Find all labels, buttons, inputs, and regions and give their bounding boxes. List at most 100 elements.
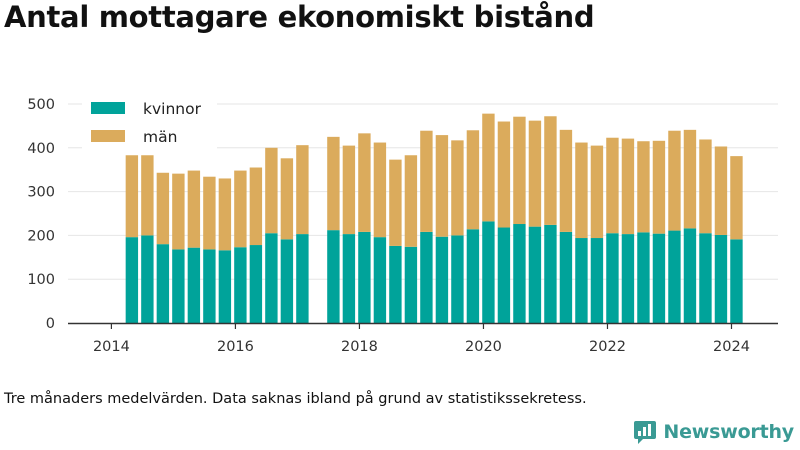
bar-man (606, 137, 619, 234)
bar-kvinnor (497, 227, 511, 323)
bar-kvinnor (621, 234, 635, 323)
bar-kvinnor (156, 244, 170, 323)
y-tick-label: 500 (27, 97, 55, 113)
bar-man (699, 139, 712, 234)
bar-man (637, 141, 650, 233)
bar-kvinnor (187, 247, 201, 323)
bar-man (265, 147, 278, 234)
y-tick-label: 300 (27, 185, 55, 201)
bar-kvinnor (699, 233, 712, 323)
bar-man (296, 145, 309, 235)
bar-man (575, 142, 588, 239)
bar-kvinnor (125, 237, 139, 323)
axes: 0 100 200 300 400 500 2014 2016 2018 2020 2022 2024 (27, 97, 778, 355)
x-tick-label: 2024 (713, 339, 750, 355)
bar-kvinnor (234, 247, 247, 323)
bar-man (125, 155, 139, 238)
brand-name: Newsworthy (663, 421, 794, 443)
bar-kvinnor (342, 234, 356, 323)
y-tick-label: 200 (27, 228, 55, 244)
bar-kvinnor (590, 238, 604, 323)
chart-title: Antal mottagare ekonomiskt bistånd (4, 0, 595, 34)
x-tick-label: 2022 (589, 339, 626, 355)
bar-man (652, 140, 666, 234)
bar-kvinnor (389, 245, 402, 323)
bar-kvinnor (296, 234, 309, 323)
bar-kvinnor (668, 230, 681, 323)
bar-kvinnor (280, 239, 294, 323)
brand-logo: Newsworthy (633, 419, 794, 445)
bar-kvinnor (249, 245, 263, 323)
bar-man (668, 130, 681, 231)
newsworthy-logo-icon (634, 421, 657, 444)
bar-man (714, 146, 728, 235)
bar-kvinnor (265, 233, 278, 323)
bar-man (203, 176, 216, 250)
bar-kvinnor (559, 231, 573, 323)
bar-man (327, 136, 340, 231)
bars (125, 113, 743, 323)
bar-kvinnor (652, 233, 666, 323)
bar-man (249, 167, 263, 246)
bar-man (420, 130, 433, 232)
bar-kvinnor (404, 246, 418, 323)
bar-man (513, 116, 526, 225)
bar-kvinnor (420, 231, 433, 323)
bar-kvinnor (451, 235, 464, 323)
bar-man (358, 133, 371, 232)
bar-kvinnor (606, 233, 619, 323)
bar-kvinnor (637, 232, 650, 323)
bar-kvinnor (327, 230, 340, 323)
bar-kvinnor (218, 250, 232, 323)
bar-kvinnor (513, 224, 526, 323)
x-tick-label: 2016 (217, 339, 254, 355)
bar-man (234, 170, 247, 248)
y-tick-label: 400 (27, 141, 55, 157)
bar-kvinnor (141, 235, 154, 323)
bar-kvinnor (466, 229, 480, 323)
bar-man (528, 120, 542, 227)
x-tick-label: 2020 (465, 339, 502, 355)
x-tick-label: 2014 (93, 339, 130, 355)
bar-man (280, 158, 294, 240)
bar-man (497, 121, 511, 228)
bar-kvinnor (482, 221, 495, 323)
bar-kvinnor (544, 224, 557, 323)
bar-man (404, 155, 418, 247)
legend-label-man: män (143, 128, 177, 146)
bar-kvinnor (528, 226, 542, 323)
legend: kvinnor män (82, 95, 217, 151)
bar-man (466, 130, 480, 230)
bar-man (389, 159, 402, 246)
bar-kvinnor (683, 228, 697, 323)
bar-kvinnor (172, 249, 185, 323)
bar-man (187, 170, 201, 248)
bar-kvinnor (203, 249, 216, 323)
bar-man (156, 172, 170, 245)
bar-man (435, 135, 449, 237)
bar-man (730, 156, 743, 240)
bar-man (482, 113, 495, 222)
bar-kvinnor (575, 238, 588, 323)
y-tick-label: 0 (46, 316, 55, 332)
footnote: Tre månaders medelvärden. Data saknas ib… (4, 391, 587, 407)
bar-man (559, 129, 573, 232)
bar-man (683, 129, 697, 229)
bar-kvinnor (730, 239, 743, 323)
bar-man (373, 142, 387, 238)
bar-kvinnor (373, 237, 387, 323)
legend-label-kvinnor: kvinnor (143, 100, 202, 118)
y-tick-label: 100 (27, 272, 55, 288)
bar-man (451, 140, 464, 236)
bar-kvinnor (714, 234, 728, 323)
bar-man (218, 178, 232, 251)
bar-kvinnor (435, 236, 449, 323)
bar-man (544, 116, 557, 225)
bar-kvinnor (358, 231, 371, 323)
x-tick-label: 2018 (341, 339, 378, 355)
bar-man (141, 155, 154, 236)
legend-swatch-kvinnor (91, 102, 125, 114)
bar-man (172, 173, 185, 250)
bar-man (590, 145, 604, 239)
